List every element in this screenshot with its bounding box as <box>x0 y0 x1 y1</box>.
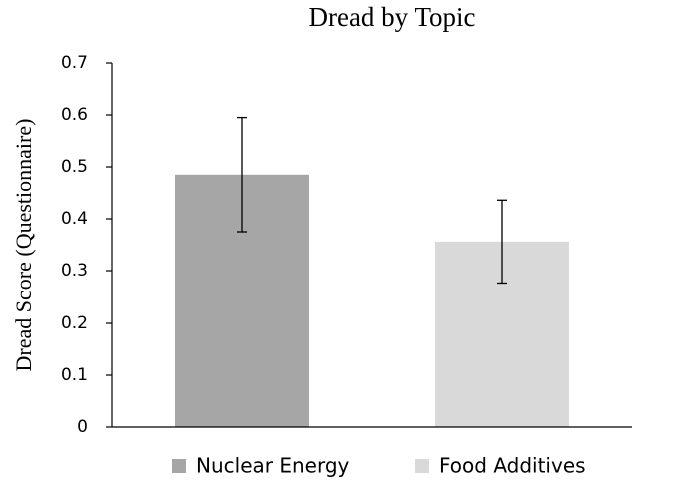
error-bar <box>497 199 507 285</box>
y-axis-label: Dread Score (Questionnaire) <box>11 119 36 372</box>
error-bar <box>237 116 247 233</box>
y-tick-label: 0.1 <box>61 365 88 385</box>
y-tick-label: 0.2 <box>61 313 88 333</box>
y-tick-label: 0 <box>77 417 88 437</box>
y-tick-label: 0.7 <box>61 53 88 73</box>
chart-title: Dread by Topic <box>308 2 475 32</box>
y-tick-label: 0.4 <box>61 209 88 229</box>
legend-swatch <box>415 459 429 473</box>
y-tick-label: 0.3 <box>61 261 88 281</box>
y-tick-label: 0.5 <box>61 157 88 177</box>
legend-label: Food Additives <box>439 454 586 478</box>
legend-swatch <box>172 459 186 473</box>
legend-label: Nuclear Energy <box>196 454 350 478</box>
y-tick-label: 0.6 <box>61 105 88 125</box>
